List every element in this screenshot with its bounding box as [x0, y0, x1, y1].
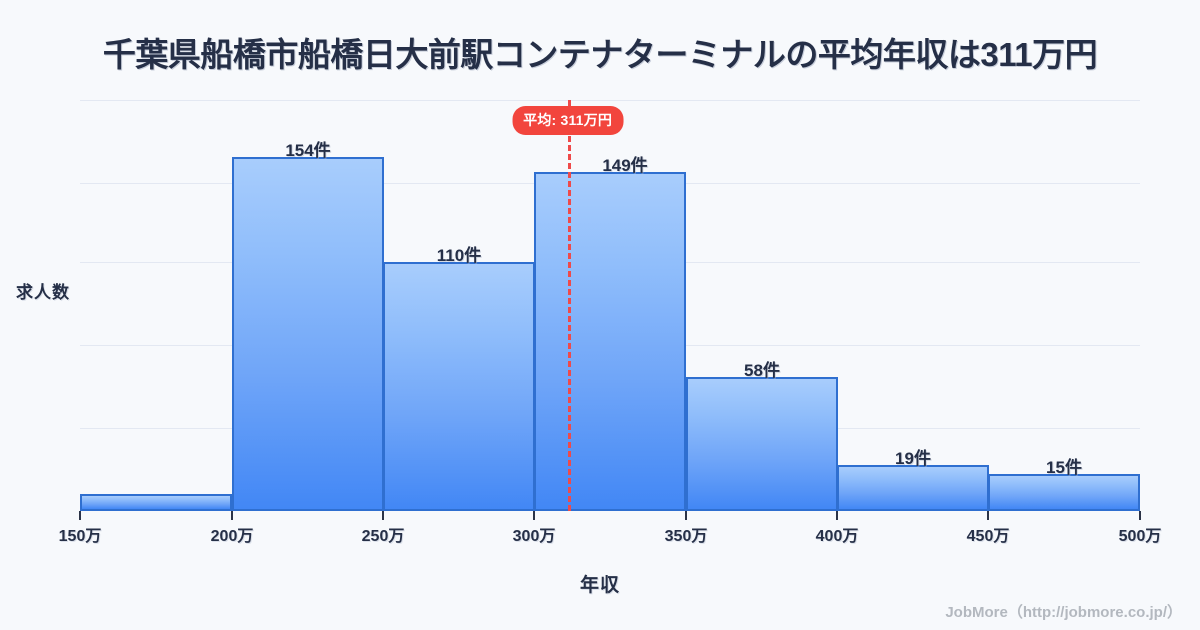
bar-bin-200-250[interactable] [232, 157, 384, 511]
x-tick-label-0: 150万 [58, 528, 102, 545]
watermark: JobMore（http://jobmore.co.jp/） [945, 604, 1182, 621]
bar-bin-450-500[interactable] [988, 474, 1140, 511]
bar-label-bin-200-250: 154件 [285, 141, 331, 160]
x-tick-label-5: 400万 [815, 528, 859, 545]
page-title: 千葉県船橋市船橋日大前駅コンテナターミナルの平均年収は311万円 [102, 36, 1098, 73]
x-axis-title: 年収 [579, 575, 620, 596]
bar-label-bin-300-350: 149件 [602, 156, 648, 175]
x-tick-0 [79, 511, 81, 520]
x-tick-label-3: 300万 [512, 528, 556, 545]
x-tick-label-2: 250万 [361, 528, 405, 545]
x-tick-6 [987, 511, 989, 520]
bar-bin-250-300[interactable] [383, 262, 535, 511]
average-badge: 平均: 311万円 [512, 106, 624, 135]
bar-bin-400-450[interactable] [837, 465, 989, 511]
y-axis-title: 求人数 [16, 283, 70, 302]
x-tick-2 [382, 511, 384, 520]
x-tick-label-7: 500万 [1118, 528, 1162, 545]
x-tick-5 [836, 511, 838, 520]
x-tick-1 [231, 511, 233, 520]
x-tick-3 [533, 511, 535, 520]
average-line [567, 100, 571, 511]
bar-bin-300-350[interactable] [534, 172, 686, 511]
x-tick-label-4: 350万 [664, 528, 708, 545]
x-tick-label-6: 450万 [966, 528, 1010, 545]
bar-bin-350-400[interactable] [686, 377, 838, 511]
x-tick-4 [685, 511, 687, 520]
bar-label-bin-400-450: 19件 [895, 449, 931, 468]
bar-label-bin-450-500: 15件 [1046, 458, 1082, 477]
gridline-0 [80, 100, 1140, 101]
bar-bin-150-200[interactable] [80, 494, 232, 511]
plot-area: 154件 110件 149件 58件 19件 15件 [80, 100, 1140, 511]
x-tick-7 [1139, 511, 1141, 520]
bar-label-bin-350-400: 58件 [744, 361, 780, 380]
x-tick-label-1: 200万 [210, 528, 254, 545]
bar-label-bin-250-300: 110件 [436, 246, 482, 265]
